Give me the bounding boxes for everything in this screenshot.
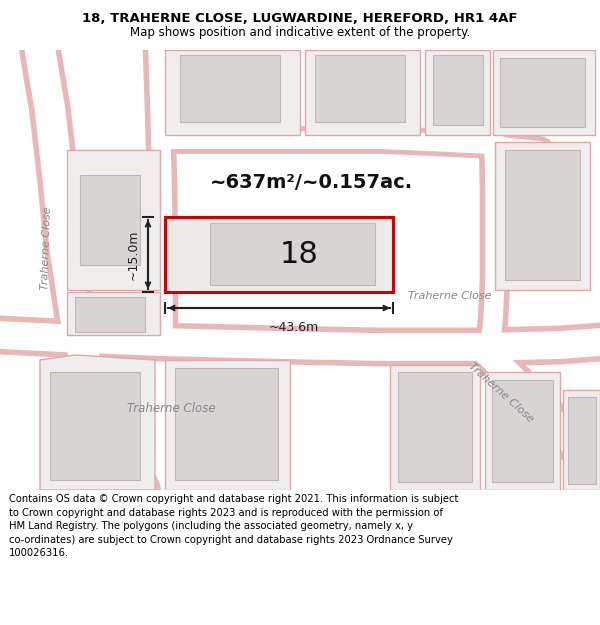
Polygon shape [175, 368, 278, 480]
Text: ~43.6m: ~43.6m [269, 321, 319, 334]
Polygon shape [563, 390, 600, 490]
Polygon shape [80, 175, 140, 265]
Text: Traherne Close: Traherne Close [127, 402, 215, 415]
Text: 18: 18 [280, 240, 319, 269]
Polygon shape [492, 380, 553, 482]
Polygon shape [40, 355, 155, 490]
Polygon shape [390, 365, 480, 490]
Text: ~637m²/~0.157ac.: ~637m²/~0.157ac. [210, 173, 413, 191]
Polygon shape [210, 223, 375, 285]
Text: Traherne Close: Traherne Close [40, 206, 53, 290]
Text: ~15.0m: ~15.0m [127, 229, 140, 280]
Polygon shape [495, 142, 590, 290]
Polygon shape [165, 50, 300, 135]
Polygon shape [485, 372, 560, 490]
Polygon shape [568, 397, 596, 484]
Polygon shape [165, 360, 290, 490]
Polygon shape [50, 372, 140, 480]
Polygon shape [67, 292, 160, 335]
Text: 18, TRAHERNE CLOSE, LUGWARDINE, HEREFORD, HR1 4AF: 18, TRAHERNE CLOSE, LUGWARDINE, HEREFORD… [82, 12, 518, 26]
Polygon shape [67, 150, 160, 290]
Polygon shape [425, 50, 490, 135]
Polygon shape [398, 372, 472, 482]
Text: Traherne Close: Traherne Close [467, 361, 535, 425]
Polygon shape [493, 50, 595, 135]
Polygon shape [165, 217, 393, 292]
Text: Contains OS data © Crown copyright and database right 2021. This information is : Contains OS data © Crown copyright and d… [9, 494, 458, 559]
Text: Map shows position and indicative extent of the property.: Map shows position and indicative extent… [130, 26, 470, 39]
Polygon shape [500, 58, 585, 127]
Polygon shape [180, 55, 280, 122]
Text: Traherne Close: Traherne Close [408, 291, 492, 301]
Polygon shape [433, 55, 483, 125]
Polygon shape [315, 55, 405, 122]
Polygon shape [75, 297, 145, 332]
Polygon shape [305, 50, 420, 135]
Polygon shape [505, 150, 580, 280]
